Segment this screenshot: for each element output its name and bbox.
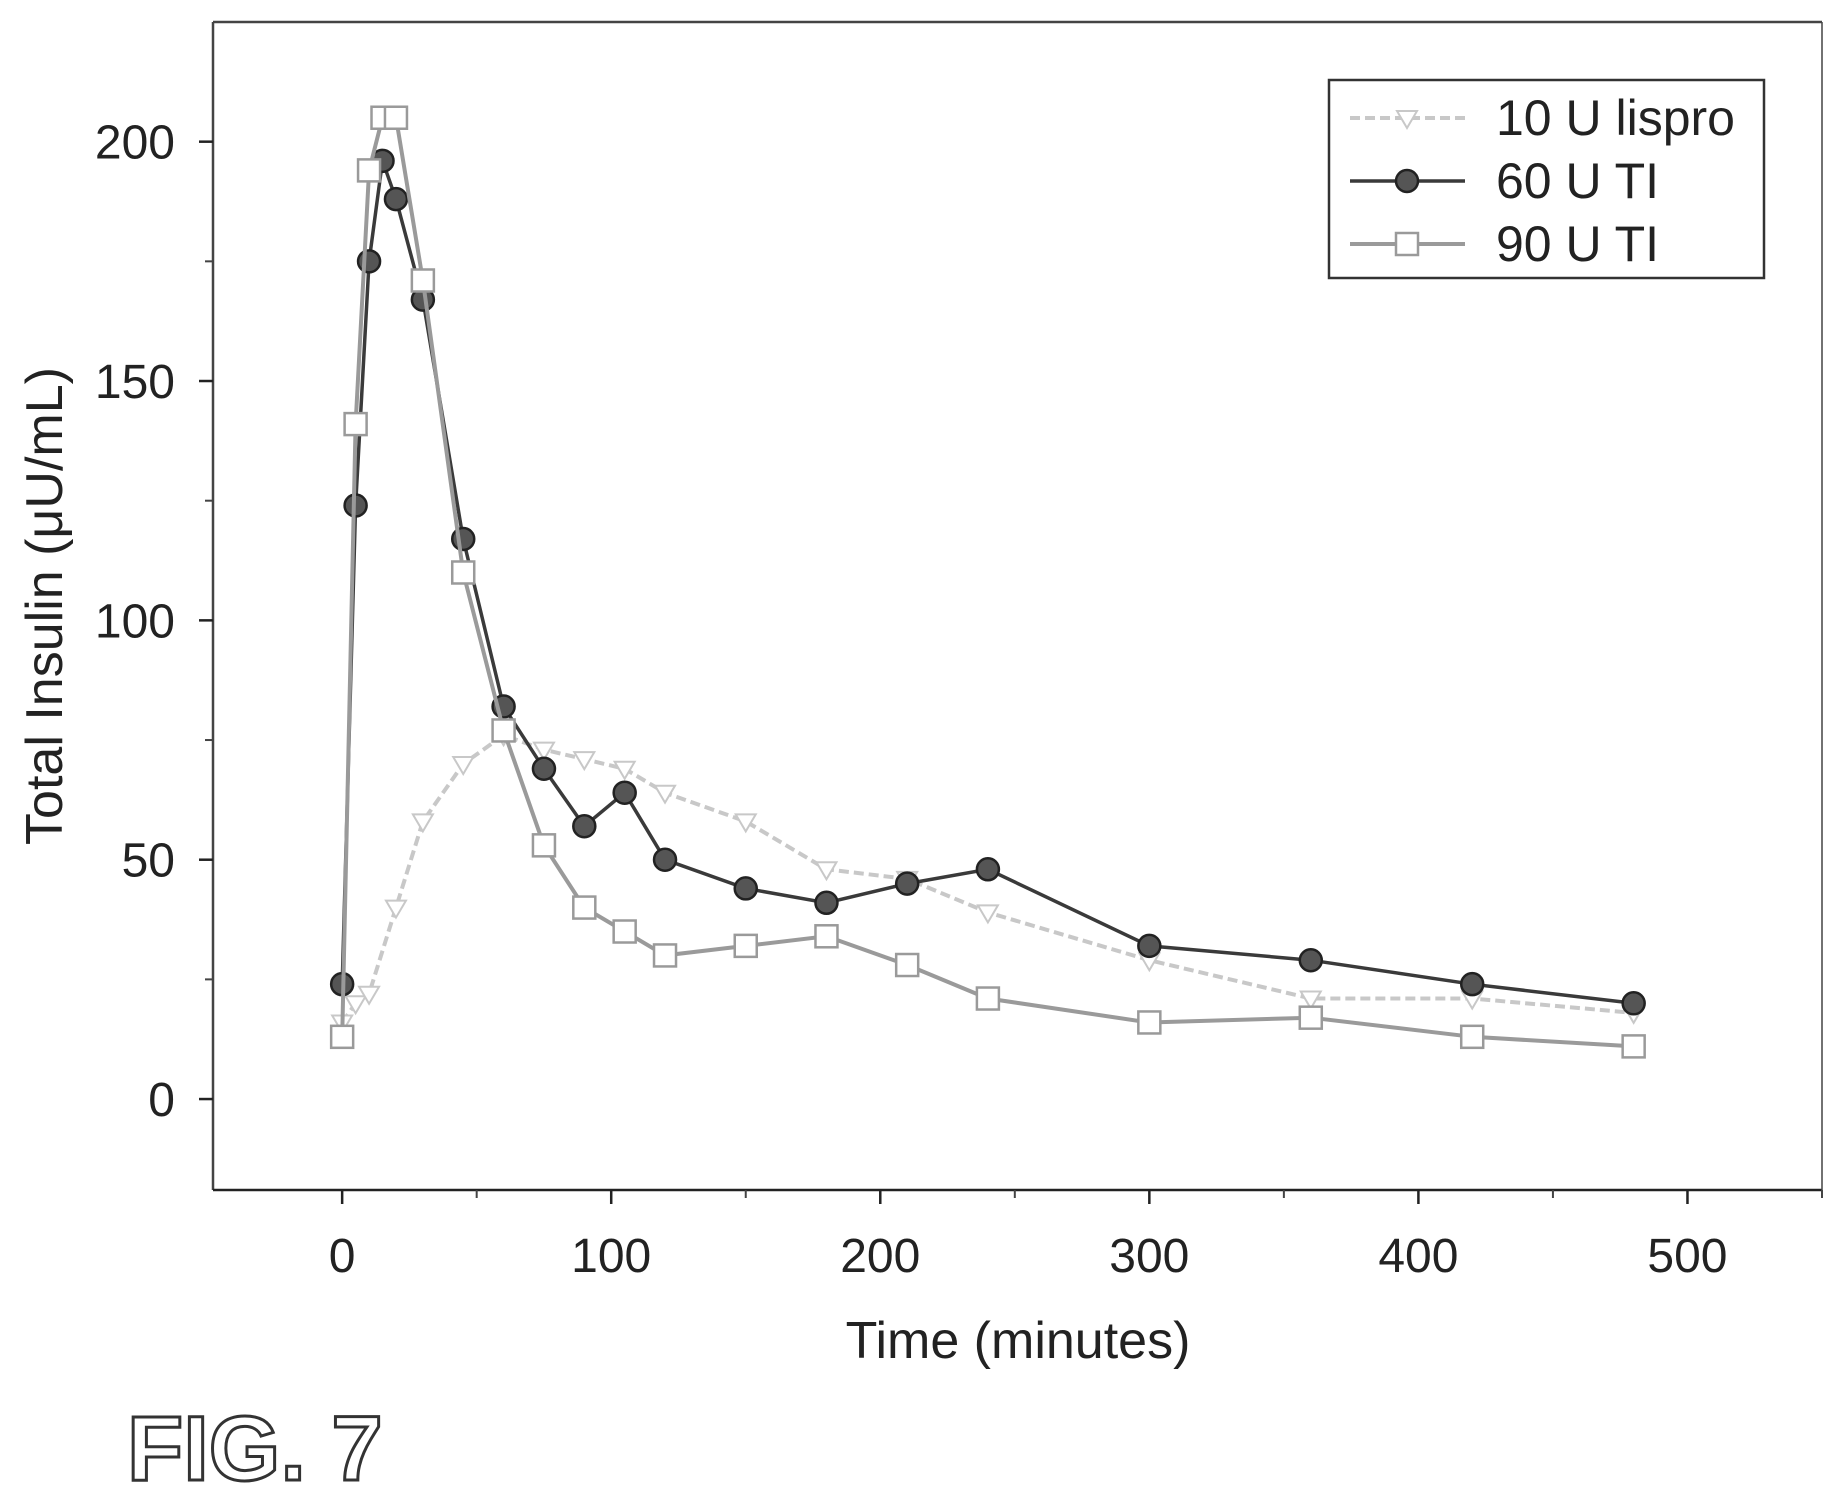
legend-label: 60 U TI — [1496, 153, 1659, 209]
data-point — [411, 813, 435, 834]
x-tick-label: 300 — [1109, 1230, 1189, 1283]
y-tick-label: 50 — [122, 835, 175, 888]
data-point — [356, 249, 382, 274]
data-point — [343, 411, 368, 437]
data-point — [612, 919, 637, 944]
data-point — [814, 924, 839, 949]
data-point — [612, 780, 637, 805]
x-tick-label: 100 — [571, 1230, 651, 1283]
data-point — [975, 986, 1001, 1011]
data-point — [1137, 933, 1162, 959]
data-point — [894, 952, 920, 978]
data-point — [652, 943, 678, 968]
data-point — [733, 933, 758, 959]
data-point — [329, 1024, 355, 1050]
data-point — [733, 876, 758, 901]
data-point — [1298, 947, 1324, 973]
legend-marker — [1394, 168, 1420, 194]
y-tick-label: 200 — [95, 117, 175, 170]
legend-item: 90 U TI — [1350, 216, 1659, 272]
legend-item: 60 U TI — [1350, 153, 1659, 209]
data-point — [572, 813, 597, 839]
data-point — [1459, 1024, 1485, 1050]
data-point — [491, 718, 516, 743]
legend-marker — [1395, 110, 1419, 130]
data-point — [384, 899, 408, 920]
legend-marker — [1394, 231, 1420, 257]
x-tick-label: 400 — [1378, 1230, 1458, 1283]
series-3 — [329, 105, 1646, 1059]
series-2 — [329, 148, 1646, 1016]
y-tick-label: 150 — [95, 356, 175, 409]
data-point — [1459, 971, 1485, 997]
series-layer — [329, 105, 1646, 1059]
legend-label: 90 U TI — [1496, 216, 1659, 272]
data-point — [572, 751, 597, 772]
data-point — [357, 985, 381, 1006]
x-tick-label: 500 — [1647, 1230, 1727, 1283]
y-axis-title: Total Insulin (μU/mL) — [16, 367, 74, 845]
data-point — [814, 890, 839, 916]
data-point — [976, 904, 1000, 925]
data-point — [356, 158, 382, 183]
data-point — [1621, 1034, 1646, 1059]
data-point — [1298, 1005, 1324, 1030]
data-point — [814, 861, 839, 882]
data-point — [1137, 1010, 1162, 1035]
figure-label: FIG. 7 — [127, 1398, 383, 1496]
data-point — [1299, 990, 1323, 1011]
x-axis-title: Time (minutes) — [846, 1312, 1191, 1370]
data-point — [894, 871, 920, 896]
data-point — [450, 560, 476, 585]
ticks: 0 100 200 300 400 500 0 50 100 150 200 — [95, 117, 1823, 1283]
data-point — [653, 784, 677, 805]
legend-label: 10 U lispro — [1496, 90, 1735, 146]
data-point — [343, 995, 368, 1016]
data-point — [383, 105, 409, 130]
y-tick-label: 0 — [148, 1074, 175, 1127]
data-point — [531, 756, 557, 782]
legend: 10 U lispro 60 U TI 90 U TI — [1327, 78, 1766, 280]
data-point — [733, 813, 758, 834]
data-point — [612, 760, 637, 781]
data-point — [383, 186, 409, 212]
data-point — [975, 857, 1001, 882]
x-tick-label: 0 — [329, 1230, 356, 1283]
x-tick-label: 200 — [840, 1230, 920, 1283]
legend-item: 10 U lispro — [1350, 90, 1735, 146]
data-point — [652, 847, 678, 872]
y-tick-label: 100 — [95, 595, 175, 648]
data-point — [531, 833, 557, 858]
data-point — [532, 741, 556, 762]
data-point — [1621, 991, 1646, 1016]
data-point — [451, 755, 475, 776]
data-point — [410, 268, 436, 293]
data-point — [572, 895, 597, 920]
